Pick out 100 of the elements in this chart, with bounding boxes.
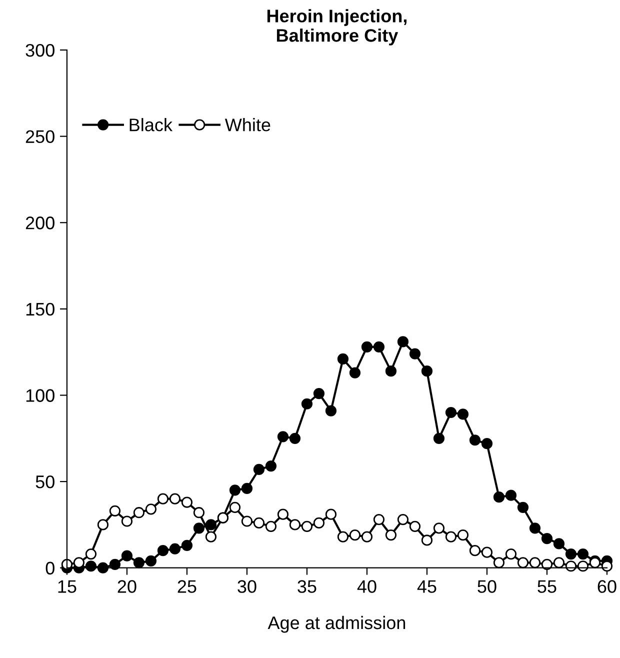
x-tick-label: 60 (598, 580, 616, 593)
point (433, 522, 445, 534)
point (505, 490, 517, 501)
point (445, 531, 457, 542)
x-tick-label: 50 (478, 580, 496, 593)
point (97, 562, 109, 574)
point (121, 550, 133, 562)
point (229, 502, 241, 513)
point (517, 502, 529, 513)
point (181, 496, 193, 508)
point (337, 353, 349, 365)
y-tick-label: 150 (26, 302, 54, 316)
x-tick-label: 35 (298, 580, 316, 593)
x-tick-label: 30 (238, 580, 256, 593)
x-tick-label: 25 (178, 580, 196, 593)
point (529, 522, 541, 534)
point (397, 336, 409, 348)
point (109, 505, 121, 516)
point (205, 519, 217, 530)
point (301, 398, 313, 410)
point (361, 531, 373, 542)
point (553, 538, 565, 550)
point (385, 366, 397, 377)
point (481, 438, 493, 450)
point (313, 517, 325, 529)
point (349, 367, 361, 378)
point (337, 531, 349, 542)
point (577, 548, 589, 560)
point (577, 560, 589, 572)
point (265, 520, 277, 532)
x-tick-label: 45 (417, 580, 436, 593)
point (409, 520, 421, 532)
point (421, 534, 433, 546)
point (541, 532, 553, 544)
point (121, 516, 133, 527)
point (241, 516, 253, 527)
point (493, 557, 505, 568)
point (157, 493, 169, 504)
point (109, 558, 121, 570)
point (205, 531, 217, 542)
legend-label: White (224, 118, 270, 132)
point (541, 558, 553, 570)
y-tick-label: 100 (26, 389, 54, 402)
x-tick-label: 15 (58, 580, 76, 593)
point (469, 545, 481, 556)
point (253, 517, 265, 529)
point (325, 405, 337, 416)
point (529, 557, 541, 568)
y-tick-label: 250 (26, 130, 54, 144)
point (277, 431, 289, 442)
point (73, 557, 85, 568)
x-tick-label: 55 (538, 580, 556, 593)
point (85, 560, 97, 572)
point (145, 504, 157, 515)
x-tick-label: 40 (357, 580, 376, 593)
point (505, 548, 517, 560)
y-tick-label: 50 (36, 475, 54, 488)
point (445, 406, 457, 418)
point (277, 508, 289, 520)
point (601, 560, 613, 572)
x-tick-label: 20 (118, 580, 136, 593)
point (193, 522, 205, 534)
point (493, 492, 505, 503)
point (565, 548, 577, 560)
point (325, 508, 337, 520)
point (133, 557, 145, 568)
point (481, 546, 493, 558)
legend-label: Black (130, 118, 173, 132)
chart-title: Heroin Injection, Baltimore City (267, 9, 406, 46)
point (457, 530, 469, 541)
y-tick-label: 200 (26, 216, 54, 230)
point (565, 560, 577, 572)
point (433, 432, 445, 444)
y-tick-label: 300 (26, 44, 54, 57)
point (181, 540, 193, 551)
point (301, 520, 313, 532)
point (349, 530, 361, 541)
point (457, 408, 469, 420)
point (253, 464, 265, 476)
point (265, 460, 277, 472)
point (397, 514, 409, 526)
point (373, 341, 385, 352)
point (373, 514, 385, 526)
point (145, 555, 157, 567)
point (133, 507, 145, 518)
point (241, 482, 253, 494)
point (157, 545, 169, 556)
point (97, 519, 109, 530)
point (553, 557, 565, 568)
x-axis-title: Age at admission (268, 616, 406, 633)
point (421, 366, 433, 377)
y-tick-label: 0 (46, 562, 54, 575)
point (85, 548, 97, 560)
point (169, 543, 181, 554)
point (289, 432, 301, 444)
point (517, 557, 529, 568)
point (361, 341, 373, 352)
point (193, 507, 205, 518)
point (169, 493, 181, 504)
point (469, 434, 481, 446)
